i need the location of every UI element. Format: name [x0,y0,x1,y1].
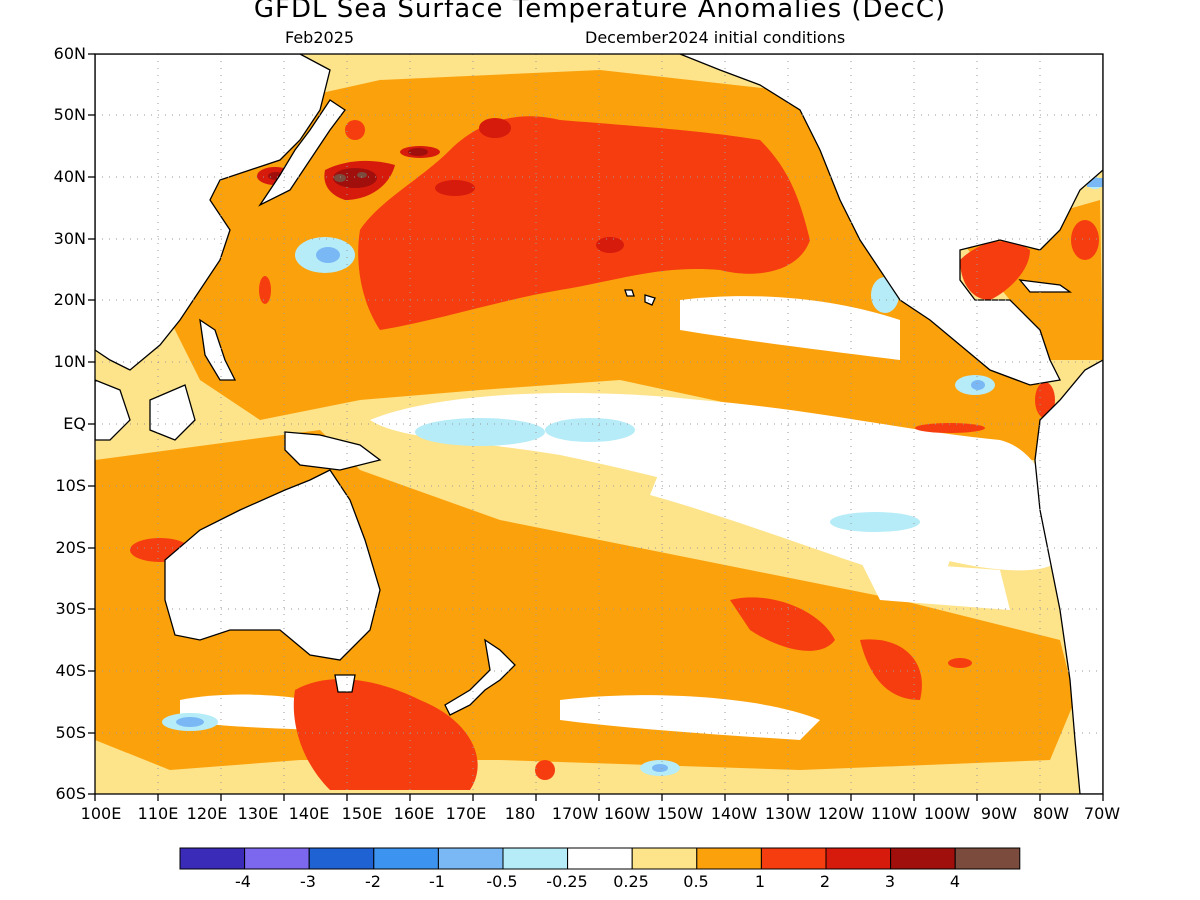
colorbar-label: 0.25 [613,872,649,891]
lon-label: 120E [186,804,228,823]
colorbar-label: 2 [819,872,831,891]
lat-label: 10S [55,476,86,495]
colorbar-swatch [890,847,956,870]
moderate-cool-regions [176,178,1103,772]
lat-label: 20N [53,290,86,309]
colorbar-swatch [760,847,827,870]
lat-label: 50N [53,105,86,124]
colorbar-label: -2 [365,872,381,891]
forecast-month: Feb2025 [285,28,355,47]
lon-label: 140W [710,804,758,823]
grid-lines [95,54,1103,794]
lon-label: 70W [1083,804,1121,823]
colorbar-label: -1 [429,872,445,891]
colorbar-label: -4 [235,872,251,891]
chart-title: GFDL Sea Surface Temperature Anomalies (… [253,0,947,24]
colorbar [179,847,1021,870]
lon-label: 170E [445,804,487,823]
lon-label: 150E [341,804,383,823]
lat-label: 50S [55,723,86,742]
colorbar-label: -0.25 [546,872,588,891]
lon-label: 150W [656,804,704,823]
colorbar-swatch [308,847,375,870]
lon-label: 140E [288,804,330,823]
lat-label: 40N [53,167,86,186]
colorbar-label: 3 [884,872,896,891]
lat-label: 20S [55,538,86,557]
colorbar-swatch [437,847,504,870]
colorbar-swatch [825,847,892,870]
lat-label: 60S [55,784,86,803]
colorbar-swatch [567,847,633,870]
lon-label: 80W [1032,804,1070,823]
lon-label: 110W [870,804,918,823]
lon-label: 130W [764,804,812,823]
anomaly-field [95,54,1103,794]
lat-label: 30S [55,599,86,618]
colorbar-swatch [954,847,1021,870]
lon-label: 110E [137,804,179,823]
colorbar-swatch [502,847,569,870]
lon-label: 180 [504,804,536,823]
colorbar-swatch [696,847,762,870]
colorbar-label: -3 [300,872,316,891]
lon-label: 90W [980,804,1018,823]
lat-label: 40S [55,661,86,680]
lon-label: 130E [237,804,279,823]
lon-label: 160W [603,804,651,823]
colorbar-swatch [179,847,246,870]
colorbar-swatch [631,847,698,870]
lon-label: 120W [817,804,865,823]
lat-label: 30N [53,229,86,248]
colorbar-label: 1 [754,872,766,891]
lon-label: 100E [80,804,122,823]
max-warm-regions [334,172,367,182]
axis-ticks [88,53,1104,801]
lat-label: 60N [53,44,86,63]
lon-label: 160E [393,804,435,823]
colorbar-swatch [373,847,439,870]
lon-label: 100W [923,804,971,823]
lat-label: EQ [63,414,86,433]
lon-label: 170W [551,804,599,823]
colorbar-swatch [244,847,310,870]
lat-label: 10N [53,352,86,371]
colorbar-label: 0.5 [683,872,709,891]
strong-warm-regions [130,116,1099,790]
initial-conditions: December2024 initial conditions [585,28,846,47]
colorbar-label: -0.5 [486,872,518,891]
land-masses [95,54,1103,794]
colorbar-label: 4 [949,872,961,891]
